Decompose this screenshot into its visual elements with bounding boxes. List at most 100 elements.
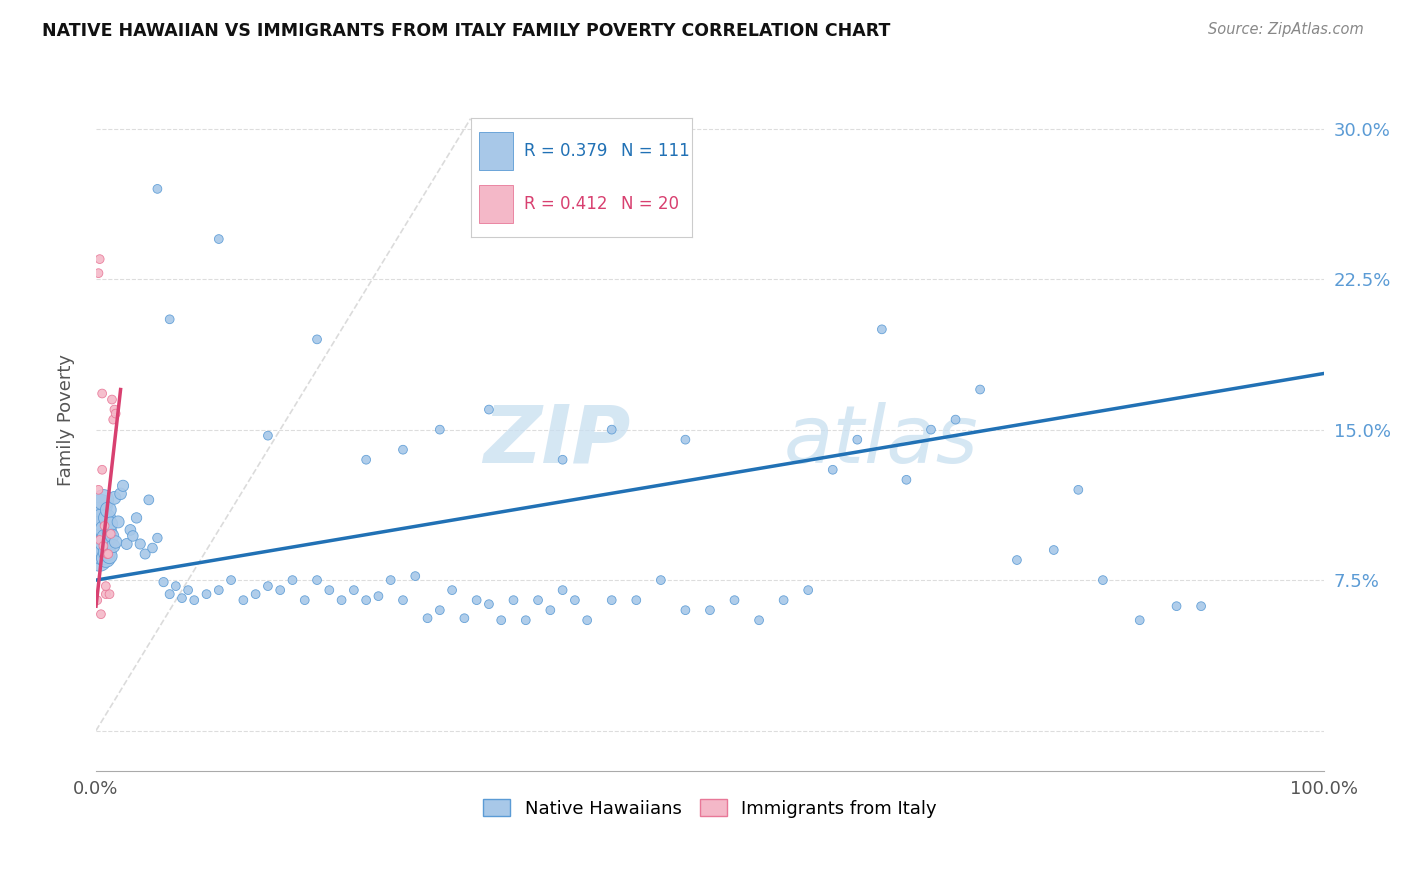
Point [257, 579, 280, 593]
Point [89, 553, 111, 567]
Point [170, 591, 193, 606]
Point [121, 529, 143, 543]
Point [354, 593, 377, 607]
Point [138, 492, 160, 507]
Point [797, 583, 820, 598]
Point [120, 523, 142, 537]
Text: atlas: atlas [783, 401, 979, 480]
Point [392, 442, 415, 457]
Point [1166, 599, 1188, 614]
Point [404, 569, 426, 583]
Point [159, 587, 181, 601]
Point [141, 541, 163, 555]
Point [673, 603, 696, 617]
Point [93, 519, 115, 533]
Point [367, 589, 389, 603]
Point [129, 537, 152, 551]
Point [104, 407, 127, 421]
Point [94, 579, 117, 593]
Point [177, 583, 200, 598]
Point [429, 423, 451, 437]
Point [527, 593, 550, 607]
Point [343, 583, 366, 598]
Point [920, 423, 942, 437]
Point [626, 593, 648, 607]
Point [110, 487, 132, 501]
Point [89, 519, 111, 533]
Point [281, 573, 304, 587]
Point [245, 587, 267, 601]
Point [93, 539, 115, 553]
Point [159, 312, 181, 326]
Point [1189, 599, 1212, 614]
Point [103, 539, 125, 553]
Point [489, 613, 512, 627]
Point [103, 412, 125, 426]
Point [1042, 543, 1064, 558]
Point [91, 513, 114, 527]
Point [98, 524, 121, 539]
Point [269, 583, 291, 598]
Point [146, 182, 169, 196]
Point [98, 587, 121, 601]
Point [97, 537, 120, 551]
Point [101, 529, 124, 543]
Point [673, 433, 696, 447]
Point [97, 547, 120, 561]
Point [699, 603, 721, 617]
Point [208, 583, 231, 598]
Point [1067, 483, 1090, 497]
Point [86, 593, 108, 607]
Point [600, 423, 623, 437]
Point [183, 593, 205, 607]
Point [330, 593, 353, 607]
Point [723, 593, 745, 607]
Point [93, 535, 115, 549]
Point [93, 492, 115, 507]
Point [100, 516, 122, 531]
Point [305, 332, 328, 346]
Point [98, 549, 121, 563]
Point [100, 527, 122, 541]
Point [969, 383, 991, 397]
Point [101, 392, 124, 407]
Point [87, 507, 110, 521]
Point [551, 452, 574, 467]
Point [219, 573, 242, 587]
Point [112, 479, 135, 493]
Point [103, 491, 125, 505]
Point [93, 541, 115, 555]
Point [305, 573, 328, 587]
Point [146, 531, 169, 545]
Point [1091, 573, 1114, 587]
Point [650, 573, 672, 587]
Point [416, 611, 439, 625]
Point [86, 539, 108, 553]
Point [195, 587, 218, 601]
Point [90, 499, 112, 513]
Point [870, 322, 893, 336]
Point [478, 402, 501, 417]
Point [97, 503, 120, 517]
Point [1005, 553, 1028, 567]
Text: NATIVE HAWAIIAN VS IMMIGRANTS FROM ITALY FAMILY POVERTY CORRELATION CHART: NATIVE HAWAIIAN VS IMMIGRANTS FROM ITALY… [42, 22, 890, 40]
Point [134, 547, 156, 561]
Point [208, 232, 231, 246]
Point [748, 613, 770, 627]
Point [846, 433, 869, 447]
Point [576, 613, 599, 627]
Legend: Native Hawaiians, Immigrants from Italy: Native Hawaiians, Immigrants from Italy [475, 791, 943, 825]
Point [91, 463, 114, 477]
Point [96, 545, 118, 559]
Point [87, 483, 110, 497]
Point [392, 593, 415, 607]
Point [91, 386, 114, 401]
Point [94, 531, 117, 545]
Point [896, 473, 918, 487]
Point [465, 593, 488, 607]
Point [772, 593, 794, 607]
Point [89, 533, 111, 547]
Point [89, 252, 111, 266]
Point [945, 412, 967, 426]
Point [515, 613, 537, 627]
